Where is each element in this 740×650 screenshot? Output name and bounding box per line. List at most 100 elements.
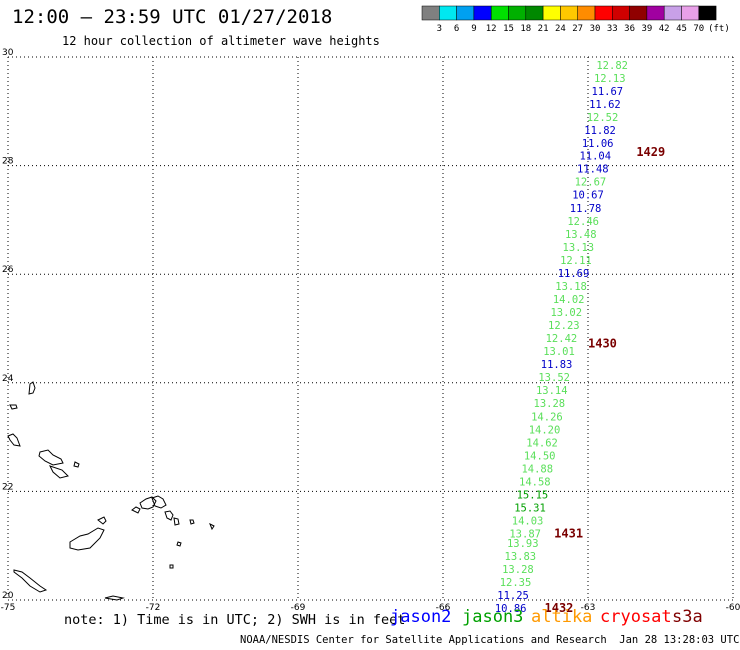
- lat-tick-label: 20: [2, 591, 14, 601]
- wave-height-observations: 12.8212.1311.6711.6212.5211.8211.0611.04…: [495, 60, 628, 615]
- colorbar-swatch: [681, 5, 700, 21]
- wave-height-value: 14.58: [519, 476, 551, 488]
- lon-tick-label: -72: [146, 603, 161, 613]
- colorbar-label: 27: [572, 24, 583, 34]
- colorbar-swatch: [560, 5, 578, 21]
- wave-height-value: 11.48: [577, 164, 609, 176]
- colorbar-label: 12: [486, 24, 497, 34]
- lon-tick-label: -63: [581, 603, 596, 613]
- wave-height-value: 15.15: [517, 489, 549, 501]
- time-labels: 1429 1430 1431 1432: [545, 145, 666, 615]
- wave-height-value: 13.52: [538, 372, 570, 384]
- wave-height-value: 13.48: [565, 229, 597, 241]
- lon-tick-label: -69: [291, 603, 306, 613]
- colorbar-label: 9: [471, 24, 476, 34]
- footer-credit: NOAA/NESDIS Center for Satellite Applica…: [240, 634, 740, 646]
- legend-altika: altika: [531, 607, 593, 627]
- colorbar-unit: (ft): [708, 24, 730, 34]
- wave-height-value: 11.25: [497, 590, 529, 602]
- wave-height-value: 12.46: [567, 216, 599, 228]
- wave-height-value: 12.42: [546, 333, 578, 345]
- wave-height-value: 13.87: [509, 529, 541, 541]
- colorbar-swatch: [439, 5, 457, 21]
- legend-jason3: jason3: [462, 607, 524, 627]
- colorbar-label: 42: [659, 24, 670, 34]
- colorbar-label: 33: [607, 24, 618, 34]
- wave-height-value: 13.18: [555, 281, 587, 293]
- wave-height-value: 11.06: [582, 138, 614, 150]
- colorbar-swatch: [698, 5, 717, 21]
- lon-tick-label: -66: [436, 603, 451, 613]
- wave-height-value: 15.31: [514, 502, 546, 514]
- wave-height-value: 13.02: [550, 307, 582, 319]
- colorbar-swatch: [629, 5, 648, 21]
- time-label: 1431: [554, 527, 583, 541]
- colorbar-swatch: [456, 5, 475, 21]
- wave-height-value: 12.67: [575, 177, 607, 189]
- coastline-islands: [7, 381, 215, 601]
- legend-cryosat: cryosat: [600, 607, 672, 627]
- colorbar-label: 3: [437, 24, 442, 34]
- colorbar-label: 45: [676, 24, 687, 34]
- colorbar-label: 39: [641, 24, 652, 34]
- wave-height-value: 12.11: [560, 255, 592, 267]
- wave-height-value: 11.67: [592, 86, 624, 98]
- wave-height-value: 13.28: [502, 564, 534, 576]
- colorbar-label: 36: [624, 24, 635, 34]
- colorbar-label: 70: [693, 24, 704, 34]
- colorbar-swatch: [473, 5, 492, 21]
- colorbar-swatch: [421, 5, 440, 21]
- lat-tick-label: 26: [2, 265, 14, 275]
- colorbar-label: 6: [454, 24, 459, 34]
- wave-height-value: 14.03: [512, 516, 544, 528]
- wave-height-value: 13.13: [563, 242, 595, 254]
- wave-height-value: 13.83: [505, 551, 537, 563]
- colorbar-swatch: [663, 5, 682, 21]
- colorbar-swatch: [646, 5, 665, 21]
- time-label: 1429: [636, 145, 665, 159]
- colorbar-label: 21: [538, 24, 549, 34]
- wave-height-value: 12.13: [594, 73, 626, 85]
- lat-tick-label: 22: [2, 482, 13, 492]
- wave-height-value: 14.26: [531, 411, 563, 423]
- colorbar-swatch: [490, 5, 509, 21]
- wave-height-value: 11.78: [570, 203, 602, 215]
- lon-tick-label: -75: [1, 603, 16, 613]
- lat-tick-label: 30: [2, 48, 14, 58]
- time-label: 1430: [588, 337, 617, 351]
- wave-height-value: 11.82: [584, 125, 616, 137]
- colorbar-swatch: [525, 5, 544, 21]
- axis-tick-labels: -75 -72 -69 -66 -63 -60 30 28 26 24 22 20: [1, 48, 740, 613]
- wave-height-value: 10.67: [572, 190, 604, 202]
- wave-height-value: 13.14: [536, 385, 568, 397]
- colorbar-swatch: [542, 5, 561, 21]
- wave-height-value: 11.62: [589, 99, 621, 111]
- wave-height-value: 14.02: [553, 294, 585, 306]
- colorbar-label: 18: [520, 24, 531, 34]
- wave-height-value: 13.01: [543, 346, 575, 358]
- colorbar-swatch: [508, 5, 527, 21]
- map-subtitle: 12 hour collection of altimeter wave hei…: [62, 34, 380, 48]
- wave-height-value: 14.50: [524, 450, 556, 462]
- colorbar-swatch: [612, 5, 630, 21]
- wave-height-value: 10.86: [495, 603, 527, 615]
- colorbar-label: 30: [590, 24, 601, 34]
- wave-height-value: 11.69: [558, 268, 590, 280]
- wave-height-value: 12.52: [587, 112, 619, 124]
- legend-s3a: s3a: [672, 607, 703, 627]
- footer-note: note: 1) Time is in UTC; 2) SWH is in fe…: [64, 612, 406, 628]
- colorbar: 3 6 9 12 15 18 21 24 27 30 33 36 39 42 45 70 (ft): [421, 5, 730, 34]
- colorbar-swatch: [577, 5, 596, 21]
- wave-height-value: 11.04: [579, 151, 611, 163]
- legend-jason2: jason2: [390, 607, 452, 627]
- colorbar-swatch: [594, 5, 613, 21]
- time-label: 1432: [545, 601, 574, 615]
- wave-height-value: 12.23: [548, 320, 580, 332]
- wave-height-value: 12.82: [596, 60, 628, 72]
- wave-height-value: 14.62: [526, 437, 558, 449]
- colorbar-label: 15: [503, 24, 514, 34]
- lat-lon-grid: [7, 56, 734, 601]
- wave-height-value: 11.83: [541, 359, 573, 371]
- wave-height-value: 14.20: [529, 424, 561, 436]
